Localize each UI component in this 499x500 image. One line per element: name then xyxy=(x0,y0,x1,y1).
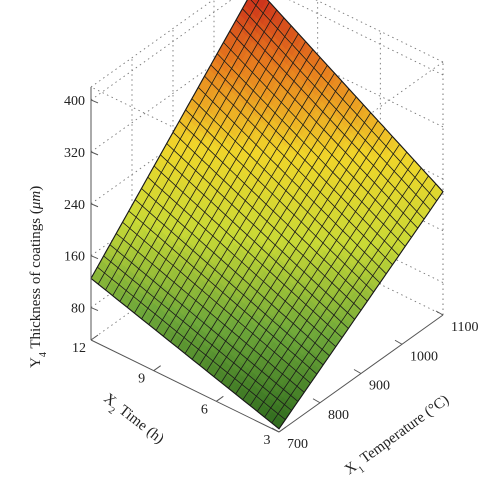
z-axis-ticks: 80 160 240 320 400 xyxy=(64,94,99,317)
wall-gridline xyxy=(90,34,256,153)
z-tick-mark xyxy=(90,151,99,156)
y-tick-label: 6 xyxy=(201,402,208,417)
mesh-line xyxy=(105,1,270,291)
mesh-line xyxy=(141,41,306,320)
mesh-line xyxy=(228,136,393,389)
mesh-line xyxy=(235,144,400,395)
z-axis-label: Y4 Thickness of coatings (μm) xyxy=(28,186,49,368)
surface-patch xyxy=(255,0,268,9)
x-tick-mark xyxy=(394,339,403,345)
y-tick-label: 3 xyxy=(264,433,271,448)
x-tick-label: 900 xyxy=(369,379,390,394)
mesh-line xyxy=(155,57,321,331)
mesh-line xyxy=(97,0,260,285)
mesh-line xyxy=(148,49,314,325)
x-tick-mark xyxy=(271,427,280,433)
mesh-line xyxy=(177,80,343,349)
x-tick-mark xyxy=(435,310,444,316)
mesh-line xyxy=(184,88,350,354)
x-tick-label: 1000 xyxy=(410,349,438,364)
y-tick-mark xyxy=(216,395,224,402)
mesh-line xyxy=(119,17,285,302)
z-tick-label: 400 xyxy=(64,94,85,109)
mesh-line xyxy=(242,151,408,401)
z-tick-label: 320 xyxy=(64,146,85,161)
mesh-line xyxy=(191,96,357,360)
x-tick-mark xyxy=(312,398,321,404)
x-axis-label: X1 Temperature (°C) xyxy=(342,392,455,482)
z-tick-mark xyxy=(90,203,99,208)
x-tick-mark xyxy=(353,369,362,374)
mesh-line xyxy=(206,112,372,372)
surface-edge xyxy=(90,0,444,430)
y-tick-mark xyxy=(153,365,161,372)
y-axis-ticks: 3 6 9 12 xyxy=(72,334,287,448)
box-edge xyxy=(90,0,214,88)
y-tick-label: 12 xyxy=(72,341,86,356)
x-tick-label: 700 xyxy=(287,437,308,452)
z-tick-label: 160 xyxy=(64,250,85,265)
z-tick-mark xyxy=(90,255,99,260)
mesh-line xyxy=(199,104,364,366)
y-tick-mark xyxy=(278,426,287,433)
mesh-line xyxy=(162,65,328,337)
mesh-line xyxy=(134,33,299,314)
z-tick-label: 80 xyxy=(71,302,85,317)
mesh-line xyxy=(170,72,335,343)
y-axis-line xyxy=(90,339,280,433)
response-surface xyxy=(90,0,444,430)
mesh-line xyxy=(220,128,386,383)
x-axis-ticks: 700 800 900 1000 1100 xyxy=(271,310,478,452)
y-tick-label: 9 xyxy=(138,372,145,387)
z-tick-mark xyxy=(90,307,99,312)
mesh-line xyxy=(264,175,429,418)
y-tick-mark xyxy=(90,334,99,341)
mesh-line xyxy=(126,25,292,308)
z-tick-mark xyxy=(90,99,99,104)
surface-patch xyxy=(244,0,257,12)
mesh-line xyxy=(249,159,415,406)
surface-mesh xyxy=(90,0,444,430)
x-tick-label: 800 xyxy=(328,408,349,423)
y-axis-label: X2 Time (h) xyxy=(98,391,167,451)
mesh-line xyxy=(213,120,379,377)
mesh-line xyxy=(256,167,422,412)
mesh-line xyxy=(271,183,437,424)
z-tick-label: 240 xyxy=(64,198,85,213)
mesh-line xyxy=(112,9,278,296)
x-tick-label: 1100 xyxy=(451,320,478,335)
